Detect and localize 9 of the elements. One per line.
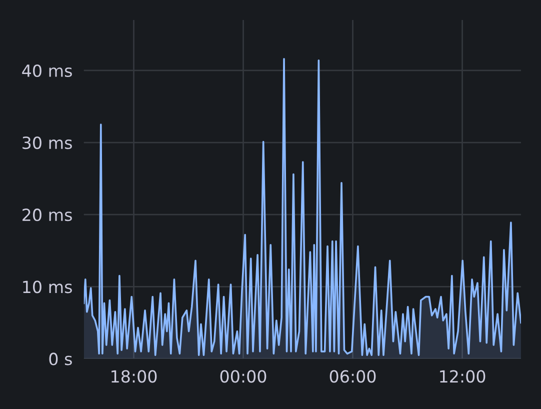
x-tick-label: 06:00 xyxy=(330,370,376,383)
y-tick-label: 20 ms xyxy=(22,208,72,222)
y-tick-label: 10 ms xyxy=(23,280,72,294)
x-tick-label: 00:00 xyxy=(220,370,266,383)
x-tick-label: 18:00 xyxy=(112,370,157,383)
y-tick-label: 30 ms xyxy=(22,136,72,150)
x-tick-label: 12:00 xyxy=(440,370,486,383)
y-tick-label: 0 s xyxy=(49,352,72,366)
y-tick-label: 40 ms xyxy=(22,64,72,78)
